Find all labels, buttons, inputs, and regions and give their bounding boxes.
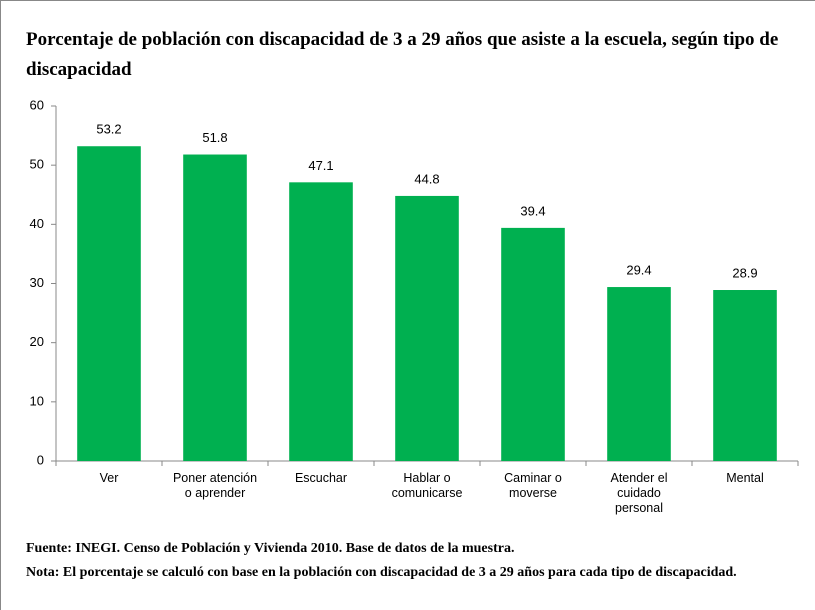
source-note: Fuente: INEGI. Censo de Población y Vivi… — [26, 541, 515, 556]
x-tick-label: Poner atención o aprender — [172, 471, 258, 500]
x-tick-label: Atender el cuidado personal — [610, 471, 668, 515]
chart-title: Porcentaje de población con discapacidad… — [26, 29, 779, 80]
x-tick-label: Hablar o comunicarse — [391, 471, 463, 500]
x-tick-label: Caminar o moverse — [504, 471, 562, 500]
data-label: 29.4 — [626, 262, 651, 277]
y-tick-label: 40 — [30, 216, 44, 231]
data-label: 47.1 — [308, 158, 333, 173]
data-label: 44.8 — [414, 171, 439, 186]
y-tick-label: 50 — [30, 157, 44, 172]
data-label: 39.4 — [520, 203, 545, 218]
bar — [501, 227, 565, 461]
bar — [289, 182, 353, 461]
bar — [607, 287, 671, 461]
x-tick-label: Ver — [99, 471, 119, 485]
y-tick-label: 0 — [37, 452, 44, 467]
y-tick-label: 20 — [30, 334, 44, 349]
bar — [183, 154, 247, 461]
bar — [77, 146, 141, 461]
bar — [713, 290, 777, 461]
bar — [395, 195, 459, 461]
y-tick-label: 30 — [30, 275, 44, 290]
data-label: 28.9 — [732, 265, 757, 280]
footnote: Nota: El porcentaje se calculó con base … — [26, 565, 737, 580]
data-label: 51.8 — [202, 130, 227, 145]
x-tick-label: Escuchar — [294, 471, 348, 485]
y-tick-label: 10 — [30, 393, 44, 408]
y-tick-label: 60 — [30, 97, 44, 112]
data-label: 53.2 — [96, 122, 121, 137]
x-tick-label: Mental — [726, 471, 764, 485]
